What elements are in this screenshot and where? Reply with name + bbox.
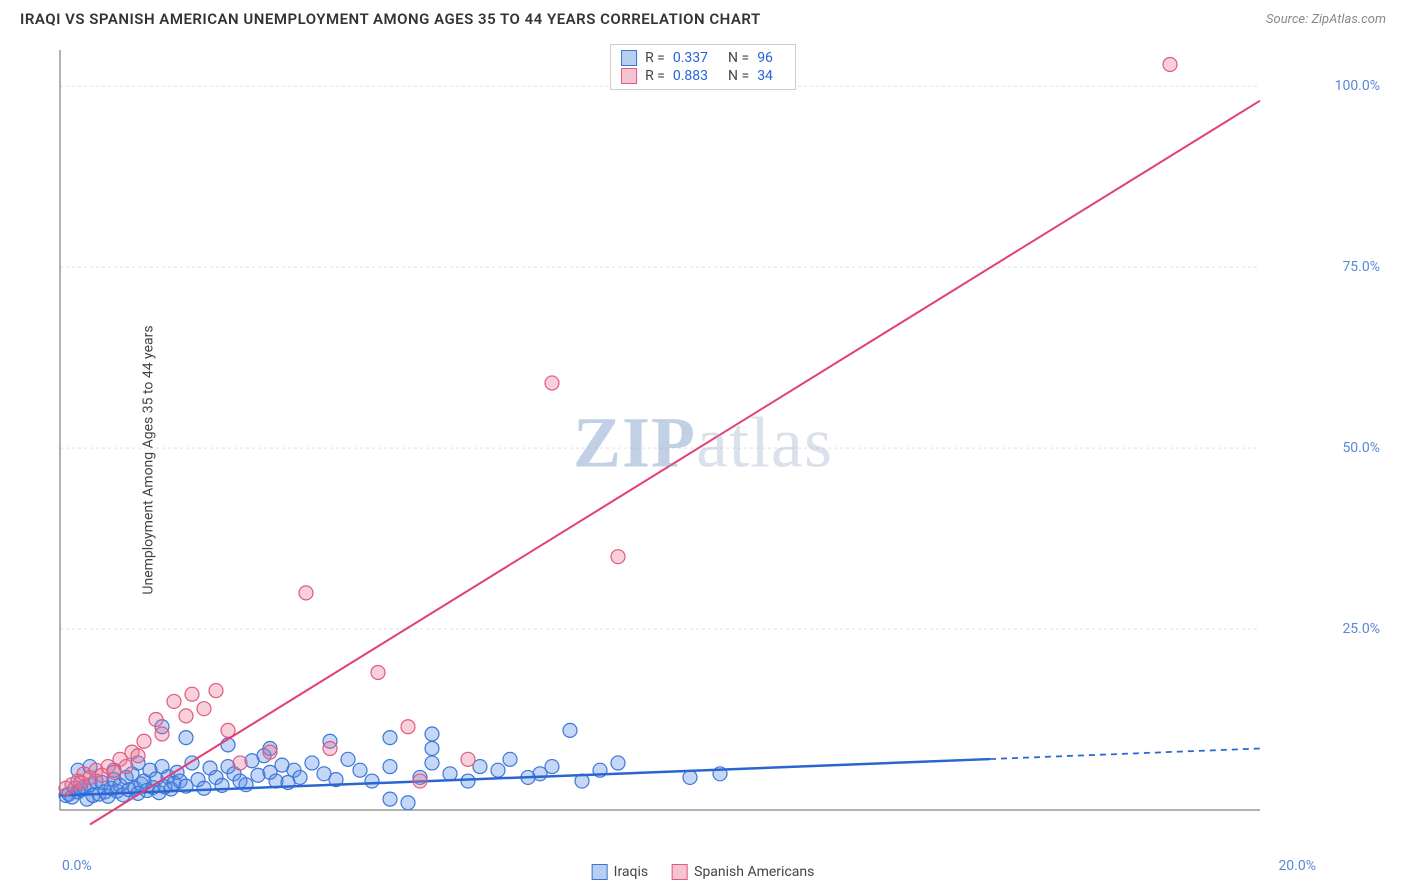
- legend-item-iraqis: Iraqis: [592, 864, 648, 880]
- swatch-iraqis: [621, 50, 637, 66]
- legend-swatch-iraqis: [592, 864, 608, 880]
- legend-label-spanish: Spanish Americans: [694, 864, 814, 880]
- stats-row-spanish: R = 0.883 N = 34: [621, 67, 785, 85]
- source-label: Source:: [1266, 12, 1311, 27]
- source-attribution: Source: ZipAtlas.com: [1266, 12, 1386, 27]
- r-value-spanish: 0.883: [673, 68, 708, 84]
- n-label: N =: [728, 50, 749, 66]
- x-tick-max: 20.0%: [1278, 858, 1316, 874]
- stats-row-iraqis: R = 0.337 N = 96: [621, 49, 785, 67]
- n-value-spanish: 34: [757, 68, 773, 84]
- legend-label-iraqis: Iraqis: [614, 864, 648, 880]
- y-tick: 100.0%: [1335, 78, 1380, 94]
- y-tick: 75.0%: [1342, 259, 1380, 275]
- source-value: ZipAtlas.com: [1311, 12, 1386, 27]
- r-label: R =: [645, 50, 665, 66]
- n-label: N =: [728, 68, 749, 84]
- series-legend: Iraqis Spanish Americans: [592, 864, 815, 880]
- y-axis-label: Unemployment Among Ages 35 to 44 years: [141, 325, 157, 594]
- chart-title: IRAQI VS SPANISH AMERICAN UNEMPLOYMENT A…: [20, 10, 761, 28]
- stats-legend: R = 0.337 N = 96 R = 0.883 N = 34: [610, 44, 796, 90]
- scatter-plot-svg: [20, 40, 1330, 840]
- n-value-iraqis: 96: [757, 50, 773, 66]
- legend-swatch-spanish: [672, 864, 688, 880]
- r-label: R =: [645, 68, 665, 84]
- y-tick: 50.0%: [1342, 440, 1380, 456]
- r-value-iraqis: 0.337: [673, 50, 708, 66]
- legend-item-spanish: Spanish Americans: [672, 864, 814, 880]
- y-tick: 25.0%: [1342, 621, 1380, 637]
- chart-area: Unemployment Among Ages 35 to 44 years Z…: [20, 40, 1386, 880]
- x-tick-min: 0.0%: [62, 858, 92, 874]
- swatch-spanish: [621, 68, 637, 84]
